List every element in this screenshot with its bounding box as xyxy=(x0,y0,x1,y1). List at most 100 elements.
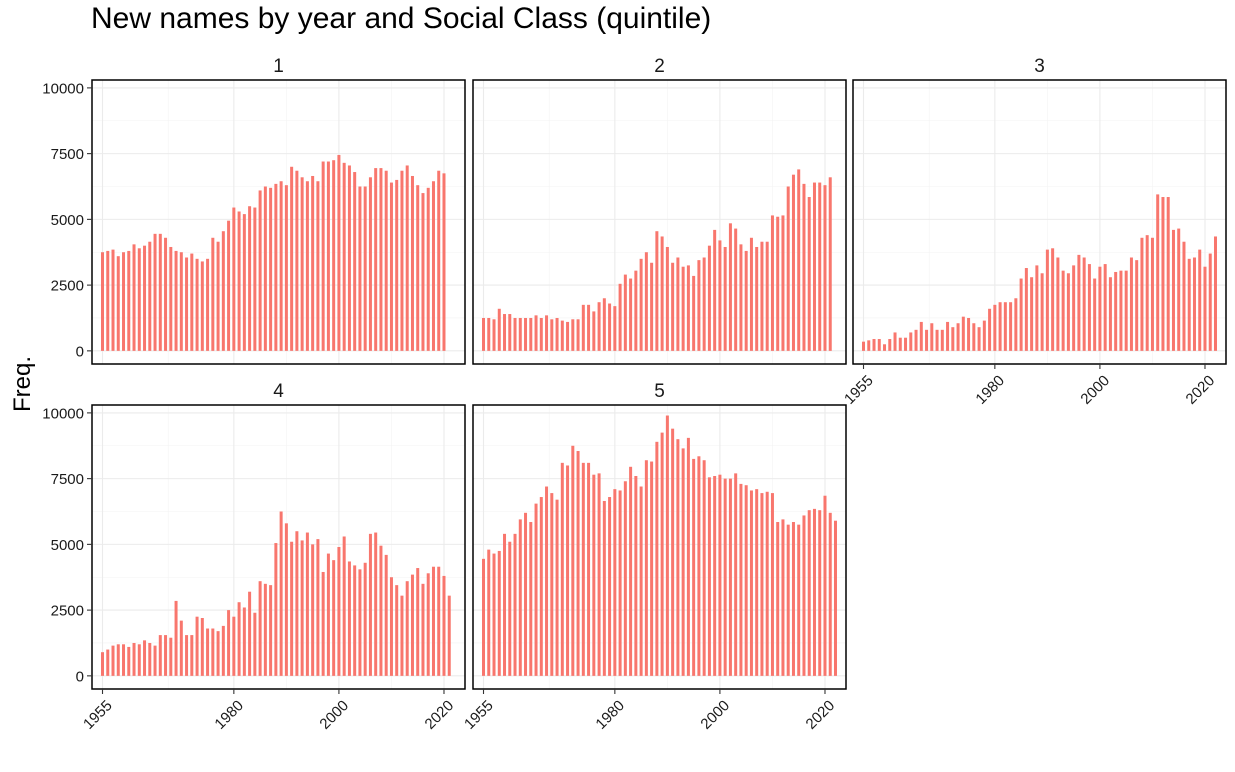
bar-4-1962: 1962: 1200 xyxy=(137,644,141,676)
bar-1-1984: 1984: 5450 xyxy=(253,207,257,351)
bar-1-2004: 2004: 6250 xyxy=(358,186,362,351)
bar-1-1993: 1993: 6600 xyxy=(300,177,304,351)
bar-5-1983: 1983: 7950 xyxy=(629,466,633,676)
bar-1-2003: 2003: 6800 xyxy=(353,172,357,351)
bar-2-2013: 2013: 6250 xyxy=(786,186,790,351)
bar-1-2005: 2005: 6250 xyxy=(363,186,367,351)
bar-2-2008: 2008: 4150 xyxy=(760,241,764,351)
bar-1-2017: 2017: 6200 xyxy=(426,187,430,351)
bar-4-1989: 1989: 6250 xyxy=(279,511,283,676)
bar-3-1965: 1965: 800 xyxy=(914,329,918,351)
panel-strip-label-4: 4 xyxy=(273,381,284,402)
bar-4-1981: 1981: 2800 xyxy=(237,602,241,676)
bar-1-1992: 1992: 6850 xyxy=(295,170,299,351)
bar-2-2007: 2007: 3950 xyxy=(755,246,759,351)
bar-1-1987: 1987: 6200 xyxy=(269,187,273,351)
panel-strip-label-3: 3 xyxy=(1034,56,1045,77)
bar-1-2007: 2007: 6950 xyxy=(374,168,378,351)
bar-5-1967: 1967: 7200 xyxy=(545,486,549,676)
bar-5-1995: 1995: 8250 xyxy=(692,458,696,676)
bar-1-2011: 2011: 6500 xyxy=(395,179,399,351)
bar-4-2012: 2012: 3050 xyxy=(400,595,404,676)
bar-2-1985: 1985: 3500 xyxy=(639,258,643,351)
bar-2-1991: 1991: 3350 xyxy=(671,262,675,351)
bar-4-1973: 1973: 2250 xyxy=(195,616,199,676)
bar-5-1969: 1969: 6700 xyxy=(555,499,559,676)
bar-1-1972: 1972: 3700 xyxy=(190,253,194,351)
bar-2-2016: 2016: 6350 xyxy=(802,183,806,351)
bar-1-1999: 1999: 7250 xyxy=(332,160,336,351)
bar-5-2019: 2019: 6300 xyxy=(818,510,822,676)
bar-3-1959: 1959: 250 xyxy=(883,344,887,351)
bar-1-1957: 1957: 3850 xyxy=(111,249,115,351)
bar-2-2015: 2015: 6900 xyxy=(797,169,801,351)
bar-2-1990: 1990: 3950 xyxy=(665,246,669,351)
bar-5-1957: 1957: 4650 xyxy=(492,553,496,676)
bar-4-1964: 1964: 1250 xyxy=(148,642,152,676)
bar-2-2000: 2000: 4200 xyxy=(718,240,722,351)
bar-1-1977: 1977: 4150 xyxy=(216,241,220,351)
bar-1-1962: 1962: 3900 xyxy=(137,248,141,351)
bar-1-1976: 1976: 4300 xyxy=(211,237,215,351)
bar-5-1964: 1964: 5850 xyxy=(529,522,533,676)
bar-4-1975: 1975: 1800 xyxy=(206,628,210,676)
y-axis-label: Freq. xyxy=(9,356,36,412)
bar-2-1967: 1967: 1350 xyxy=(545,315,549,351)
bar-3-2008: 2008: 4300 xyxy=(1140,237,1144,351)
bar-1-2010: 2010: 6400 xyxy=(389,182,393,351)
bar-1-2018: 2018: 6450 xyxy=(431,181,435,351)
bar-5-1991: 1991: 9400 xyxy=(671,428,675,676)
y-tick-label: 2500 xyxy=(51,278,84,295)
bar-1-1974: 1974: 3400 xyxy=(200,261,204,351)
bar-3-2005: 2005: 3050 xyxy=(1124,270,1128,351)
panel-border-3 xyxy=(852,79,1227,365)
bar-2-1994: 1994: 3250 xyxy=(686,265,690,351)
x-tick-label: 1955 xyxy=(80,697,116,733)
bar-2-1979: 1979: 1800 xyxy=(608,303,612,351)
bar-3-1970: 1970: 800 xyxy=(940,329,944,351)
bar-2-1977: 1977: 1850 xyxy=(597,302,601,351)
bar-1-1981: 1981: 5300 xyxy=(237,211,241,351)
bar-3-1962: 1962: 500 xyxy=(898,337,902,351)
bar-5-2012: 2012: 5950 xyxy=(781,519,785,676)
bar-2-1998: 1998: 4000 xyxy=(707,245,711,351)
bar-3-1998: 1998: 3300 xyxy=(1087,264,1091,351)
bar-5-2021: 2021: 6200 xyxy=(828,512,832,676)
bar-2-1970: 1970: 1150 xyxy=(560,320,564,351)
bar-4-2005: 2005: 4300 xyxy=(363,562,367,676)
bar-3-2003: 2003: 3000 xyxy=(1114,271,1118,351)
bar-3-1981: 1981: 1850 xyxy=(998,302,1002,351)
bar-4-2015: 2015: 4100 xyxy=(416,568,420,676)
bar-4-1982: 1982: 2600 xyxy=(242,607,246,676)
bar-2-2017: 2017: 5850 xyxy=(807,197,811,351)
bar-1-2013: 2013: 7050 xyxy=(405,165,409,351)
bar-4-1980: 1980: 2250 xyxy=(232,616,236,676)
bar-1-2001: 2001: 7150 xyxy=(342,162,346,351)
bar-5-2001: 2001: 7500 xyxy=(723,478,727,676)
bar-5-1966: 1966: 6800 xyxy=(539,497,543,676)
bar-1-2006: 2006: 6600 xyxy=(368,177,372,351)
bar-3-1960: 1960: 450 xyxy=(888,339,892,351)
bar-5-2014: 2014: 5850 xyxy=(791,522,795,676)
bar-2-1995: 1995: 2850 xyxy=(692,275,696,351)
bar-2-1957: 1957: 1200 xyxy=(492,319,496,351)
bar-4-1996: 1996: 5200 xyxy=(316,539,320,676)
bar-3-1988: 1988: 3250 xyxy=(1035,265,1039,351)
bar-4-2014: 2014: 3850 xyxy=(410,574,414,676)
bar-2-2005: 2005: 3800 xyxy=(744,250,748,351)
bar-1-1965: 1965: 4450 xyxy=(153,233,157,351)
x-tick-label: 1980 xyxy=(211,697,247,733)
bar-4-1968: 1968: 1450 xyxy=(169,637,173,676)
bar-4-1992: 1992: 5500 xyxy=(295,531,299,676)
bar-5-1978: 1978: 6650 xyxy=(602,500,606,676)
bar-5-1968: 1968: 6950 xyxy=(550,493,554,676)
bar-3-1973: 1973: 1050 xyxy=(956,323,960,351)
bar-5-2016: 2016: 6100 xyxy=(802,515,806,676)
bar-4-2018: 2018: 4150 xyxy=(431,566,435,676)
bar-5-1997: 1997: 8200 xyxy=(702,460,706,676)
bar-5-2015: 2015: 5750 xyxy=(797,524,801,676)
bar-2-1987: 1987: 3350 xyxy=(650,262,654,351)
bar-3-1966: 1966: 1100 xyxy=(919,321,923,351)
bar-3-1958: 1958: 450 xyxy=(877,339,881,351)
